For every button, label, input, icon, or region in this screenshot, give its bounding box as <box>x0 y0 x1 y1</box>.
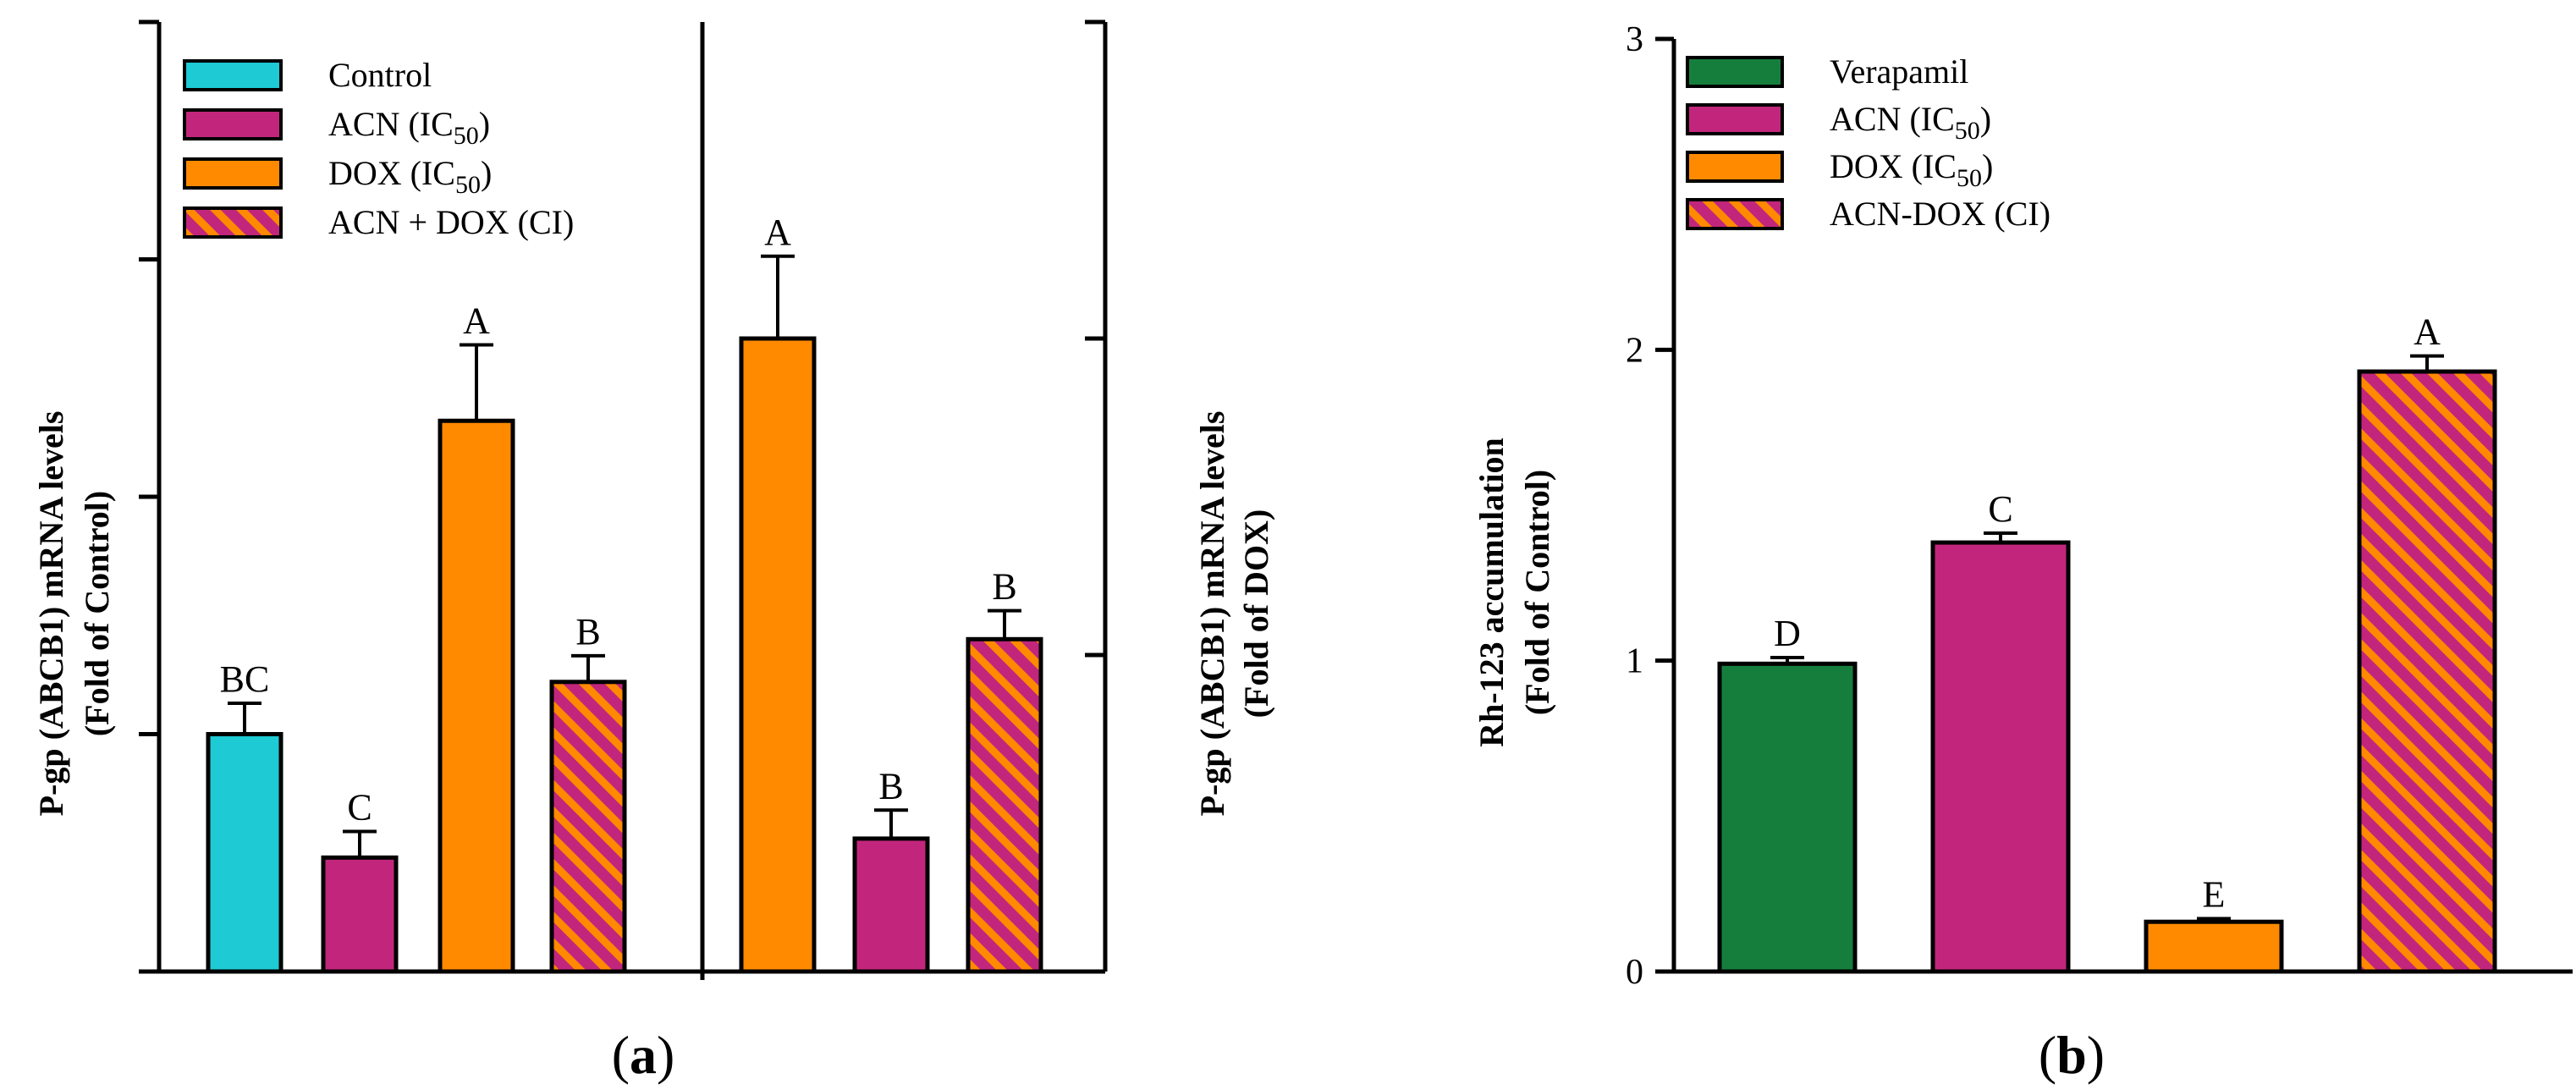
panel-b-legend-label-1: ACN (IC50) <box>1830 100 1991 145</box>
panel-b-legend-swatch-1 <box>1686 103 1784 135</box>
panel-a-legend-swatch-3 <box>183 206 283 239</box>
panel-a-left-letter-1: C <box>347 787 372 829</box>
panel-a-left-bar-3 <box>549 680 627 974</box>
panel-b-letter-2: E <box>2203 874 2226 916</box>
panel-a-legend-swatch-2 <box>183 157 283 190</box>
panel-a-left-letter-3: B <box>575 611 600 652</box>
panel-b-legend-swatch-0 <box>1686 56 1784 88</box>
panel-a-right-letter-1: B <box>878 765 903 806</box>
panel-a-right-bar-0 <box>739 336 817 974</box>
panel-a-left-bar-1 <box>321 855 399 974</box>
panel-a-right-ylabel-line2: (Fold of DOX) <box>1237 509 1275 718</box>
panel-a-left-bar-2 <box>438 418 515 974</box>
panel-a-legend-label-1: ACN (IC50) <box>328 105 490 150</box>
panel-a-right-bar-2 <box>966 636 1043 974</box>
panel-a-right-bar-1 <box>852 836 930 974</box>
panel-b-ylabel-line1: Rh-123 accumulation <box>1472 438 1511 747</box>
panel-b-legend-label-2: DOX (IC50) <box>1830 147 1993 192</box>
panel-b-letter-3: A <box>2414 311 2441 353</box>
panel-a-left-ylabel-line1: P-gp (ABCB1) mRNA levels <box>32 411 70 817</box>
panel-a-right-ylabel-line1: P-gp (ABCB1) mRNA levels <box>1193 411 1231 817</box>
panel-b-bar-3 <box>2357 369 2497 974</box>
panel-b-ytick-label-3: 3 <box>1626 20 1643 59</box>
panel-a-left-letter-0: BC <box>220 658 270 700</box>
panel-b-bar-2 <box>2144 919 2284 974</box>
panel-a-legend-label-0: Control <box>328 56 432 94</box>
panel-b-letter-0: D <box>1774 613 1801 654</box>
panel-b-legend-label-3: ACN-DOX (CI) <box>1830 195 2050 233</box>
panel-a-left-bar-0 <box>206 732 283 974</box>
panel-b-ytick-label-2: 2 <box>1626 331 1643 370</box>
panel-a-legend-swatch-1 <box>183 108 283 140</box>
panel-b-bar-0 <box>1717 661 1858 974</box>
panel-a-left-letter-2: A <box>463 300 490 341</box>
panel-a-legend-label-3: ACN + DOX (CI) <box>328 203 574 241</box>
panel-b-letter-1: C <box>1988 488 2012 530</box>
panel-b-ylabel-line2: (Fold of Control) <box>1518 470 1556 715</box>
panel-a-legend-swatch-0 <box>183 59 283 91</box>
panel-b-ytick-label-0: 0 <box>1626 953 1643 992</box>
panel-a-legend-label-2: DOX (IC50) <box>328 154 492 199</box>
panel-b-legend-label-0: Verapamil <box>1830 52 1968 91</box>
panel-b-bar-1 <box>1930 540 2071 974</box>
panel-b-legend-swatch-2 <box>1686 151 1784 183</box>
panel-b-ytick-label-1: 1 <box>1626 642 1643 681</box>
panel-b-legend-swatch-3 <box>1686 198 1784 230</box>
panel-a-right-letter-2: B <box>992 566 1016 608</box>
panel-a-left-ylabel-line2: (Fold of Control) <box>78 491 116 736</box>
panel-b-label: (b) <box>2039 1025 2105 1085</box>
panel-a-right-letter-0: A <box>764 212 791 253</box>
panel-a-label: (a) <box>612 1025 675 1085</box>
